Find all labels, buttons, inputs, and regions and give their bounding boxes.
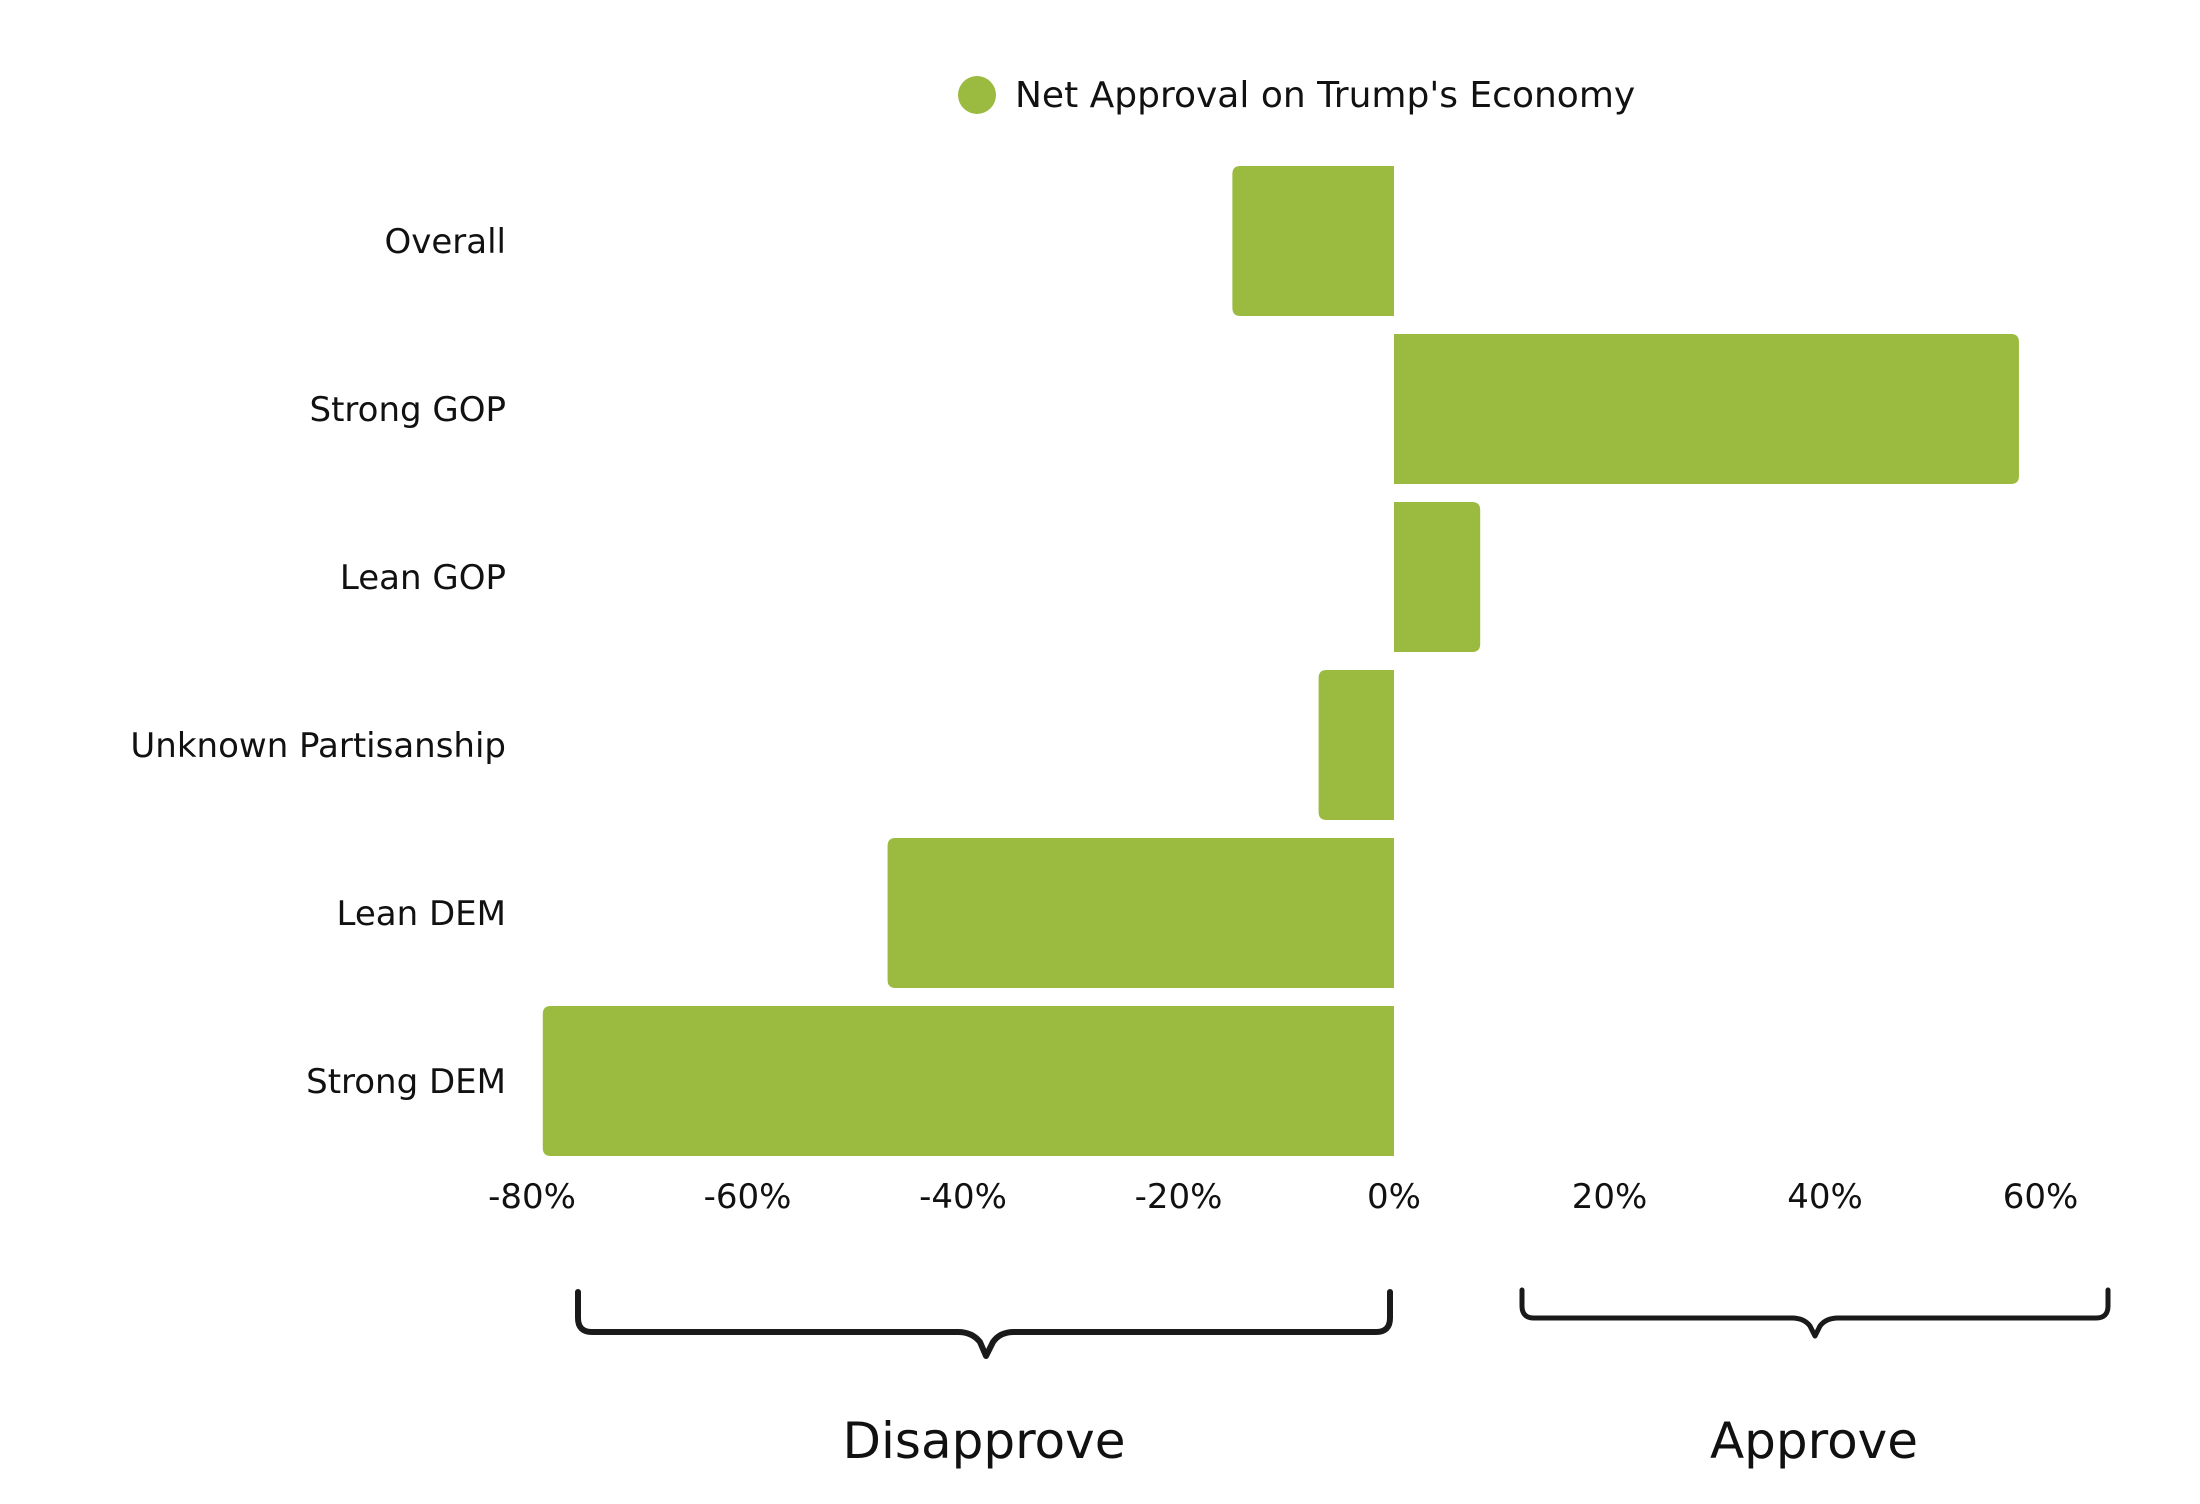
- bar-overall: [1232, 166, 1394, 316]
- category-label-unknown-partisanship: Unknown Partisanship: [130, 726, 506, 766]
- category-label-lean-gop: Lean GOP: [340, 558, 506, 598]
- category-label-strong-dem: Strong DEM: [306, 1062, 506, 1102]
- x-tick-label: 40%: [1787, 1177, 1863, 1217]
- x-tick-label: -40%: [919, 1177, 1007, 1217]
- x-tick-label: 60%: [2003, 1177, 2079, 1217]
- bar-lean-dem: [887, 838, 1394, 988]
- category-label-overall: Overall: [384, 222, 506, 262]
- category-label-strong-gop: Strong GOP: [310, 390, 507, 430]
- bar-strong-dem: [542, 1006, 1394, 1156]
- disapprove-label: Disapprove: [843, 1412, 1126, 1470]
- category-labels: Overall Strong GOP Lean GOP Unknown Partisa…: [130, 222, 506, 1102]
- bar-lean-gop: [1394, 502, 1481, 652]
- approve-brace: [1519, 1287, 2111, 1339]
- legend: Net Approval on Trump's Economy: [958, 75, 1635, 116]
- legend-label: Net Approval on Trump's Economy: [1015, 75, 1635, 116]
- x-axis-ticks: -80% -60% -40% -20% 0% 20% 40% 60%: [488, 1177, 2078, 1217]
- category-label-lean-dem: Lean DEM: [337, 894, 506, 934]
- x-tick-label: -20%: [1135, 1177, 1223, 1217]
- legend-swatch: [958, 76, 996, 114]
- x-tick-label: -80%: [488, 1177, 576, 1217]
- approve-label: Approve: [1710, 1412, 1918, 1470]
- bars: [542, 166, 2019, 1156]
- x-tick-label: -60%: [704, 1177, 792, 1217]
- bar-unknown-partisanship: [1318, 670, 1394, 820]
- x-tick-label: 0%: [1367, 1177, 1421, 1217]
- bar-strong-gop: [1394, 334, 2019, 484]
- x-tick-label: 20%: [1572, 1177, 1648, 1217]
- disapprove-brace: [575, 1289, 1393, 1359]
- side-braces: Disapprove Approve: [575, 1287, 2111, 1470]
